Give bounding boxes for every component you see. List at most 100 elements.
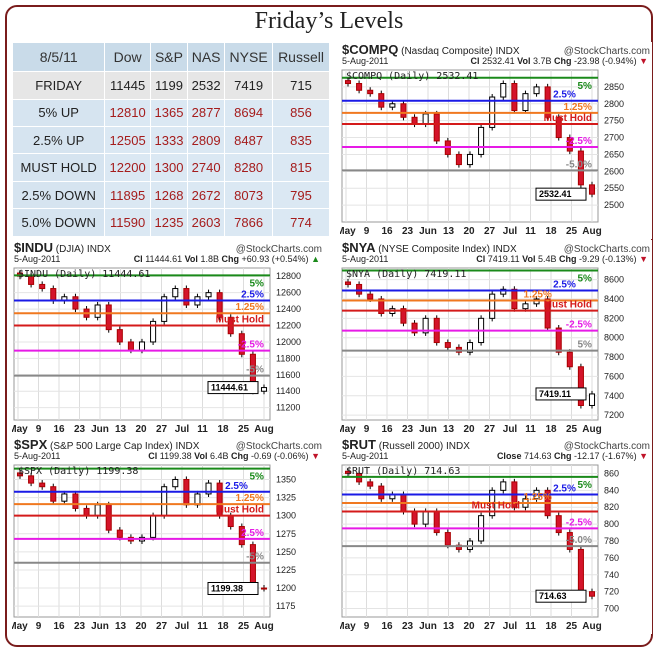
down-arrow-icon: ▼ — [311, 451, 320, 461]
level-label: 2.5% — [553, 280, 576, 291]
candle — [500, 83, 507, 98]
candle — [28, 475, 35, 484]
date: 5-Aug-2011 — [342, 56, 389, 66]
y-tick-label: 780 — [604, 536, 619, 546]
candle — [444, 342, 451, 348]
candle — [238, 333, 245, 355]
down-arrow-icon: ▼ — [639, 254, 648, 264]
candle — [105, 304, 112, 331]
level-label: 1.25% — [564, 102, 592, 113]
x-tick-label: Jul — [175, 621, 190, 632]
cell: 856 — [272, 98, 330, 128]
chart-heading: $COMPQ (Nasdaq Composite) INDX @StockChar… — [342, 42, 650, 57]
cell: 8487 — [224, 125, 274, 155]
x-tick-label: 27 — [484, 424, 496, 435]
cell: 835 — [272, 125, 330, 155]
vol-label: Vol — [517, 56, 531, 66]
chg-label: Chg — [221, 254, 239, 264]
x-tick-label: May — [12, 621, 28, 632]
candle — [533, 86, 540, 95]
x-tick-label: Aug — [582, 424, 601, 435]
symbol: $RUT — [342, 437, 376, 452]
candle — [455, 153, 462, 166]
y-tick-label: 12200 — [276, 321, 301, 331]
quote-line: 5-Aug-2011 Close 714.63 Chg -12.17 (-1.6… — [342, 451, 648, 461]
index-name: (Nasdaq Composite) — [401, 46, 493, 57]
candle — [500, 288, 507, 295]
cell: 2672 — [187, 180, 226, 210]
candle — [116, 329, 123, 343]
vol-label: Vol — [522, 254, 536, 264]
x-tick-label: Jun — [419, 226, 437, 237]
chart-heading: $INDU (DJIA) INDX @StockCharts.com — [14, 240, 322, 255]
index-name: (DJIA) — [55, 244, 85, 255]
candle — [411, 510, 418, 525]
candle — [344, 80, 352, 85]
last-price-box — [207, 381, 259, 395]
close-label: Cl — [133, 254, 143, 264]
candle — [61, 493, 68, 502]
y-tick-label: 11200 — [276, 403, 300, 413]
candle — [344, 470, 352, 474]
cell: 1268 — [149, 180, 189, 210]
exchange: INDX — [86, 244, 111, 255]
candle — [367, 481, 374, 487]
y-tick-label: 2600 — [604, 166, 624, 176]
close-label: Close — [496, 451, 522, 461]
source: @StockCharts.com — [235, 441, 322, 452]
close-value: 714.63 — [523, 451, 552, 461]
y-tick-label: 1300 — [276, 511, 296, 521]
candle — [205, 482, 212, 495]
cell: 8280 — [224, 153, 274, 182]
y-tick-label: 12400 — [276, 304, 301, 314]
candle — [566, 137, 573, 152]
vol-label: Vol — [184, 254, 198, 264]
candle — [478, 126, 485, 155]
candle — [511, 83, 518, 112]
cell: 1300 — [149, 153, 189, 182]
y-tick-label: 820 — [604, 502, 619, 512]
candle — [16, 472, 24, 477]
x-tick-label: 25 — [566, 424, 578, 435]
candle — [72, 493, 79, 509]
x-tick-label: May — [340, 621, 356, 632]
level-label: 2.5% — [241, 289, 264, 300]
candle — [400, 103, 407, 118]
cell: 11445 — [104, 71, 151, 100]
y-tick-label: 8400 — [604, 294, 624, 304]
candle — [588, 184, 596, 195]
quote-line: 5-Aug-2011 Cl 1199.38 Vol 6.4B Chg -0.69… — [14, 451, 320, 461]
x-tick-label: 27 — [156, 424, 168, 435]
cell: 12505 — [104, 125, 151, 155]
candle — [489, 293, 496, 319]
source: @StockCharts.com — [563, 46, 650, 57]
candle — [50, 486, 57, 502]
candle — [172, 478, 179, 488]
y-tick-label: 1200 — [276, 583, 296, 593]
candle — [422, 510, 429, 525]
close-value: 11444.61 — [145, 254, 183, 264]
x-tick-label: 23 — [74, 424, 86, 435]
x-tick-label: 16 — [381, 621, 393, 632]
y-tick-label: 700 — [604, 604, 619, 614]
chart-heading: $NYA (NYSE Composite Index) INDX @StockCh… — [342, 240, 650, 255]
x-tick-label: 25 — [566, 226, 578, 237]
cell: 11895 — [104, 180, 151, 210]
y-tick-label: 11800 — [276, 353, 300, 363]
last-price-label: 7419.11 — [539, 389, 571, 399]
candle — [260, 387, 268, 392]
y-tick-label: 1350 — [276, 474, 296, 484]
x-tick-label: Jun — [91, 621, 109, 632]
y-tick-label: 11400 — [276, 386, 300, 396]
y-tick-label: 12600 — [276, 288, 301, 298]
candle — [588, 393, 596, 406]
candle — [94, 304, 101, 318]
chart-rut: $RUT (Russell 2000) INDX @StockCharts.com… — [340, 437, 652, 634]
cell: 715 — [272, 71, 330, 100]
x-tick-label: 20 — [463, 621, 475, 632]
last-price-box — [207, 581, 259, 595]
y-tick-label: 1175 — [276, 601, 295, 611]
candle — [216, 292, 223, 318]
